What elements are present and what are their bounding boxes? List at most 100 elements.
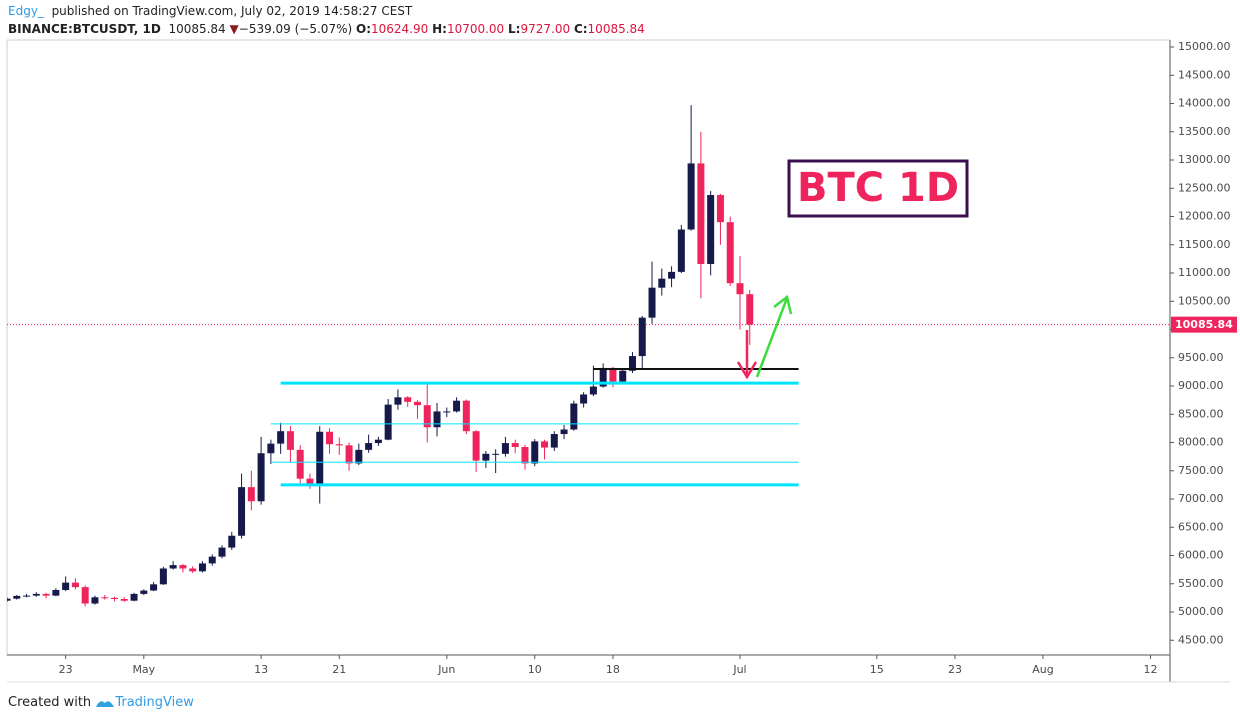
candle-body [32, 593, 40, 596]
symbol: BINANCE:BTCUSDT, 1D [8, 22, 161, 36]
candle-body [257, 453, 265, 502]
plot [7, 105, 1170, 607]
candle-body [140, 590, 148, 594]
y-tick-label: 6000.00 [1178, 549, 1224, 562]
y-tick-label: 7000.00 [1178, 492, 1224, 505]
x-tick-label: 13 [254, 663, 268, 676]
o-label: O: [356, 22, 371, 36]
candle-body [462, 400, 470, 432]
candle-body [589, 386, 597, 395]
x-tick-label: 21 [332, 663, 346, 676]
candle-body [677, 229, 685, 272]
candle-body [7, 598, 11, 601]
y-tick-label: 12000.00 [1178, 210, 1231, 223]
l-label: L: [508, 22, 521, 36]
candle-body [443, 411, 451, 413]
candle-body [511, 443, 519, 448]
candle-body [277, 431, 285, 444]
footer: Created with TradingView [8, 695, 194, 710]
candle-body [423, 405, 431, 428]
candle-body [189, 568, 197, 572]
candle-body [697, 163, 705, 264]
o-value: 10624.90 [371, 22, 429, 36]
candle-body [130, 593, 138, 601]
x-tick-label: 10 [528, 663, 542, 676]
y-tick-label: 14000.00 [1178, 97, 1231, 110]
h-value: 10700.00 [446, 22, 505, 36]
created-with: Created with [8, 695, 92, 710]
candle-body [619, 370, 627, 382]
candle-body [81, 587, 89, 604]
y-tick-label: 13000.00 [1178, 153, 1231, 166]
candle-body [335, 444, 343, 446]
candle-body [316, 431, 324, 485]
candle-body [198, 563, 206, 572]
candle-body [531, 441, 539, 464]
candle-body [91, 597, 99, 604]
x-tick-label: Jun [437, 663, 455, 676]
candle-body [482, 453, 490, 461]
published: published on TradingView.com, July 02, 2… [51, 4, 413, 18]
y-tick-label: 10500.00 [1178, 294, 1231, 307]
candle-body [609, 367, 617, 382]
y-tick-label: 13500.00 [1178, 125, 1231, 138]
candle-body [208, 556, 216, 564]
x-tick-label: 15 [870, 663, 884, 676]
h-label: H: [432, 22, 447, 36]
candle-body [726, 222, 734, 284]
candle-body [668, 271, 676, 279]
plot-frame [6, 39, 1171, 656]
candle-body [736, 283, 744, 295]
x-tick-label: Aug [1032, 663, 1053, 676]
candle-body [23, 595, 31, 597]
candle-body [296, 449, 304, 479]
candle-body [150, 584, 158, 591]
candle-body [355, 449, 363, 464]
logo [96, 700, 115, 707]
candle-body [286, 431, 294, 450]
y-tick-label: 11500.00 [1178, 238, 1231, 251]
candle-body [599, 367, 607, 387]
candle-body [13, 595, 21, 599]
arrows [736, 294, 793, 380]
candle-body [413, 401, 421, 406]
change-arrow: ▼ [229, 22, 239, 36]
annotation-box [787, 159, 969, 218]
candle-body [570, 403, 578, 430]
candle-body [521, 447, 529, 464]
annotation: BTC 1D [797, 165, 959, 211]
candle-body [746, 294, 754, 325]
x-tick-label: 12 [1143, 663, 1157, 676]
candle-body [374, 439, 382, 444]
candle-body [42, 593, 50, 596]
candle-body [501, 443, 509, 454]
y-tick-label: 8000.00 [1178, 436, 1224, 449]
candle-body [560, 429, 568, 435]
candle-body [345, 445, 353, 464]
green-arrow-head [773, 294, 793, 315]
candle-body [453, 400, 461, 412]
y-tick-label: 5000.00 [1178, 605, 1224, 618]
candle-body [687, 163, 695, 230]
x-tick-label: 23 [59, 663, 73, 676]
brand: TradingView [115, 695, 194, 710]
candle-body [326, 431, 334, 445]
candle-body [648, 287, 656, 318]
y-tick-label: 9500.00 [1178, 351, 1224, 364]
candle-body [716, 195, 724, 223]
candle-body [384, 404, 392, 440]
candle-body [638, 317, 646, 357]
y-tick-label: 6500.00 [1178, 520, 1224, 533]
y-tick-label: 12500.00 [1178, 181, 1231, 194]
candle-body [707, 195, 715, 264]
candle-body [550, 434, 558, 448]
y-tick-label: 8500.00 [1178, 407, 1224, 420]
candle-body [169, 565, 177, 569]
candle-body [228, 535, 236, 548]
y-tick-label: 15000.00 [1178, 40, 1231, 53]
candle-body [247, 487, 255, 502]
candle-body [394, 397, 402, 405]
x-tick-label: 18 [606, 663, 620, 676]
candle-body [101, 597, 109, 599]
red-arrow-head [736, 361, 758, 380]
